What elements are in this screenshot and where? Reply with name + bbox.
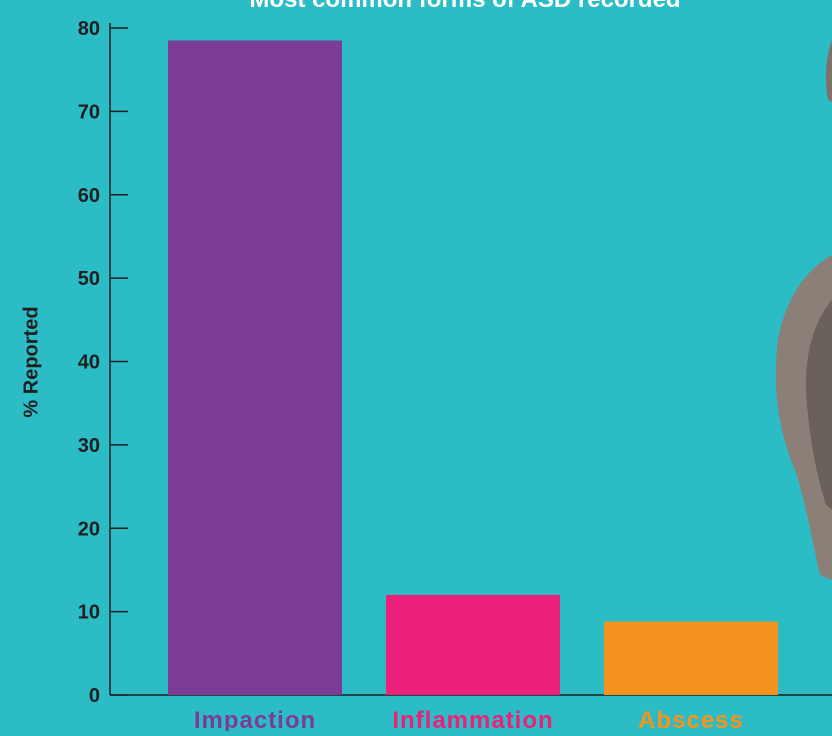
chart-title: Most common forms of ASD recorded	[0, 0, 832, 14]
x-tick-label-abscess: Abscess	[638, 707, 744, 731]
bar-inflammation	[386, 594, 560, 695]
y-tick-label: 80	[78, 18, 100, 40]
x-tick-label-impaction: Impaction	[194, 707, 316, 731]
y-tick-label: 30	[78, 435, 100, 457]
y-tick-label: 50	[78, 268, 100, 290]
y-tick-label: 40	[78, 352, 100, 374]
x-tick-label-inflammation: Inflammation	[392, 707, 553, 731]
dog-photo	[775, 40, 832, 580]
bars	[168, 40, 778, 696]
x-tick-labels: Impaction Inflammation Abscess	[194, 707, 744, 734]
y-tick-label: 60	[78, 185, 100, 207]
bar-impaction	[168, 40, 342, 696]
y-tick-label: 20	[78, 518, 100, 540]
y-tick-label: 10	[78, 602, 100, 624]
y-axis-label: % Reported	[20, 306, 43, 418]
y-ticks: 0 10 20 30 40 50 60 70 80	[78, 18, 128, 707]
bar-abscess	[604, 621, 778, 695]
y-tick-label: 0	[89, 685, 100, 707]
y-tick-label: 70	[78, 101, 100, 123]
